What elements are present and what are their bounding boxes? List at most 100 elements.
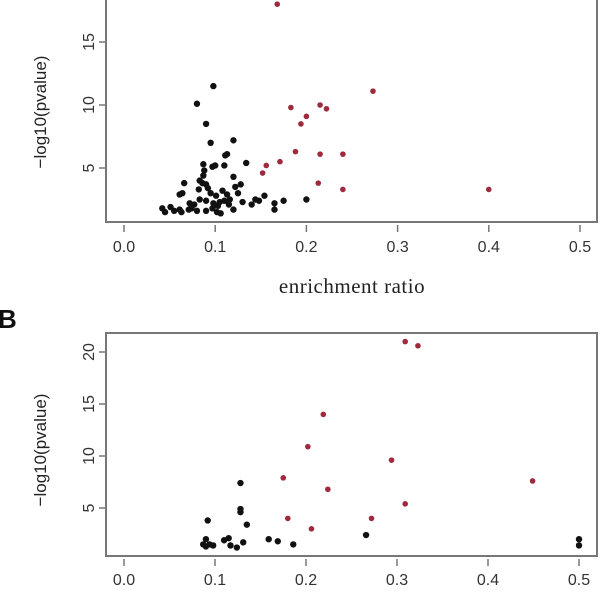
panel-b-nonsignificant-point (202, 536, 210, 543)
panel-a-nonsignificant-point (237, 181, 244, 188)
panel-b-significant-point (368, 515, 375, 522)
panel-a-significant-point (303, 113, 310, 120)
panel-a-significant-point (292, 148, 299, 155)
panel-b-nonsignificant-point (204, 517, 211, 524)
panel-b-frame (105, 332, 598, 557)
panel-b-label: B (0, 304, 17, 334)
panel-a-nonsignificant-point (271, 200, 278, 207)
panel-a-nonsignificant-point (201, 167, 208, 174)
panel-b-nonsignificant-point (575, 536, 583, 543)
panel-a-significant-point (277, 158, 283, 165)
panel-a-nonsignificant-point (200, 161, 207, 168)
panel-a-nonsignificant-point (161, 208, 169, 216)
panel-b-x-tick-label: 0.5 (568, 572, 590, 589)
panel-a-nonsignificant-point (191, 201, 198, 208)
panel-b-y-tick-label: 5 (81, 503, 98, 512)
panel-a-y-axis-title: −log10(pvalue) (31, 56, 50, 169)
panel-b-significant-point (529, 478, 536, 484)
panel-a-nonsignificant-point (230, 173, 237, 181)
panel-a-x-tick-label: 0.4 (478, 239, 500, 256)
panel-a-x-tick-label: 0.2 (295, 239, 317, 256)
panel-b-significant-point (402, 338, 408, 345)
panel-a-points (159, 1, 492, 217)
panel-a-significant-point (288, 104, 294, 111)
panel-a-significant-point (340, 186, 346, 193)
panel-b-nonsignificant-point (240, 539, 247, 546)
panel-b-nonsignificant-point (274, 538, 281, 545)
panel-a-x-tick-label: 0.5 (569, 239, 591, 256)
panel-a-significant-point (259, 170, 266, 176)
panel-b-significant-point (402, 501, 408, 507)
panel-a-nonsignificant-point (204, 184, 212, 192)
panel-b-y-tick-label: 20 (81, 343, 98, 361)
panel-a-nonsignificant-point (202, 207, 210, 215)
panel-a-significant-point (486, 186, 492, 193)
panel-a-nonsignificant-point (226, 196, 233, 203)
panel-a-nonsignificant-point (248, 201, 255, 208)
panel-b-nonsignificant-point (227, 542, 234, 549)
panel-a-nonsignificant-point (223, 191, 231, 198)
panel-a-nonsignificant-point (196, 196, 203, 203)
panel-a-nonsignificant-point (200, 172, 207, 179)
panel-a-nonsignificant-point (234, 190, 242, 197)
panel-a-nonsignificant-point (225, 201, 233, 208)
panel-a-x-tick-label: 0.0 (113, 239, 135, 256)
panel-b-x-ticks: 0.0 0.1 0.2 0.3 0.4 0.5 (113, 559, 590, 589)
panel-a-y-tick-label: 15 (81, 33, 98, 51)
panel-a-y-tick-label: 10 (81, 96, 98, 114)
panel-b-x-tick-label: 0.3 (386, 572, 408, 589)
panel-a-significant-point (263, 162, 270, 169)
panel-b-y-ticks: 5 10 15 20 (81, 343, 106, 512)
panel-a-significant-point (370, 88, 376, 94)
panel-a-nonsignificant-point (180, 179, 188, 187)
panel-a-frame (105, 0, 598, 223)
panel-b-x-tick-label: 0.2 (295, 572, 317, 589)
panel-a-nonsignificant-point (280, 197, 287, 204)
panel-a-x-ticks: 0.0 0.1 0.2 0.3 0.4 0.5 (113, 225, 591, 256)
panel-a-nonsignificant-point (214, 202, 222, 209)
panel-a-nonsignificant-point (221, 197, 228, 204)
panel-b-significant-point (388, 457, 395, 463)
panel-b-x-tick-label: 0.0 (113, 572, 135, 589)
panel-b-nonsignificant-point (265, 536, 272, 543)
panel-b-y-tick-label: 10 (81, 447, 98, 465)
panel-b-y-tick-label: 15 (81, 395, 98, 413)
panel-a-x-tick-label: 0.1 (204, 239, 226, 256)
panel-a-nonsignificant-point (243, 159, 250, 167)
panel-a-nonsignificant-point (212, 192, 220, 199)
panel-a-nonsignificant-point (239, 198, 246, 206)
panel-a-x-tick-label: 0.3 (386, 239, 408, 256)
panel-b-x-tick-label: 0.1 (204, 572, 226, 589)
panel-a-nonsignificant-point (178, 208, 185, 216)
panel-a-significant-point (323, 105, 330, 112)
panel-a-nonsignificant-point (217, 210, 224, 217)
panel-b-nonsignificant-point (220, 537, 228, 544)
panel-a-nonsignificant-point (261, 192, 268, 199)
panel-a-nonsignificant-point (207, 139, 214, 146)
panel-b-points (199, 338, 583, 551)
panel-a-nonsignificant-point (195, 186, 202, 193)
panel-a-nonsignificant-point (209, 205, 216, 212)
panel-a-significant-point (340, 151, 346, 157)
panel-b-nonsignificant-point (209, 542, 217, 549)
panel-a-x-axis-title: enrichment ratio (279, 274, 425, 298)
panel-b-significant-point (415, 342, 421, 349)
panel-b-nonsignificant-point (243, 521, 251, 528)
panel-a-nonsignificant-point (219, 187, 226, 194)
panel-b-significant-point (280, 475, 287, 481)
panel-a-nonsignificant-point (230, 137, 237, 144)
panel-b-significant-point (320, 411, 327, 418)
panel-b-nonsignificant-point (237, 479, 244, 487)
panel-b-significant-point (308, 526, 315, 532)
panel-b-nonsignificant-point (237, 508, 244, 516)
panel-b-nonsignificant-point (233, 544, 241, 551)
panel-a-y-ticks: 5 10 15 (81, 33, 106, 172)
panel-a-significant-point (317, 151, 323, 157)
panel-a-nonsignificant-point (222, 152, 229, 159)
panel-a-nonsignificant-point (202, 197, 210, 204)
panel-a-nonsignificant-point (230, 206, 237, 213)
panel-a-nonsignificant-point (271, 206, 278, 213)
panel-a-significant-point (317, 102, 323, 108)
